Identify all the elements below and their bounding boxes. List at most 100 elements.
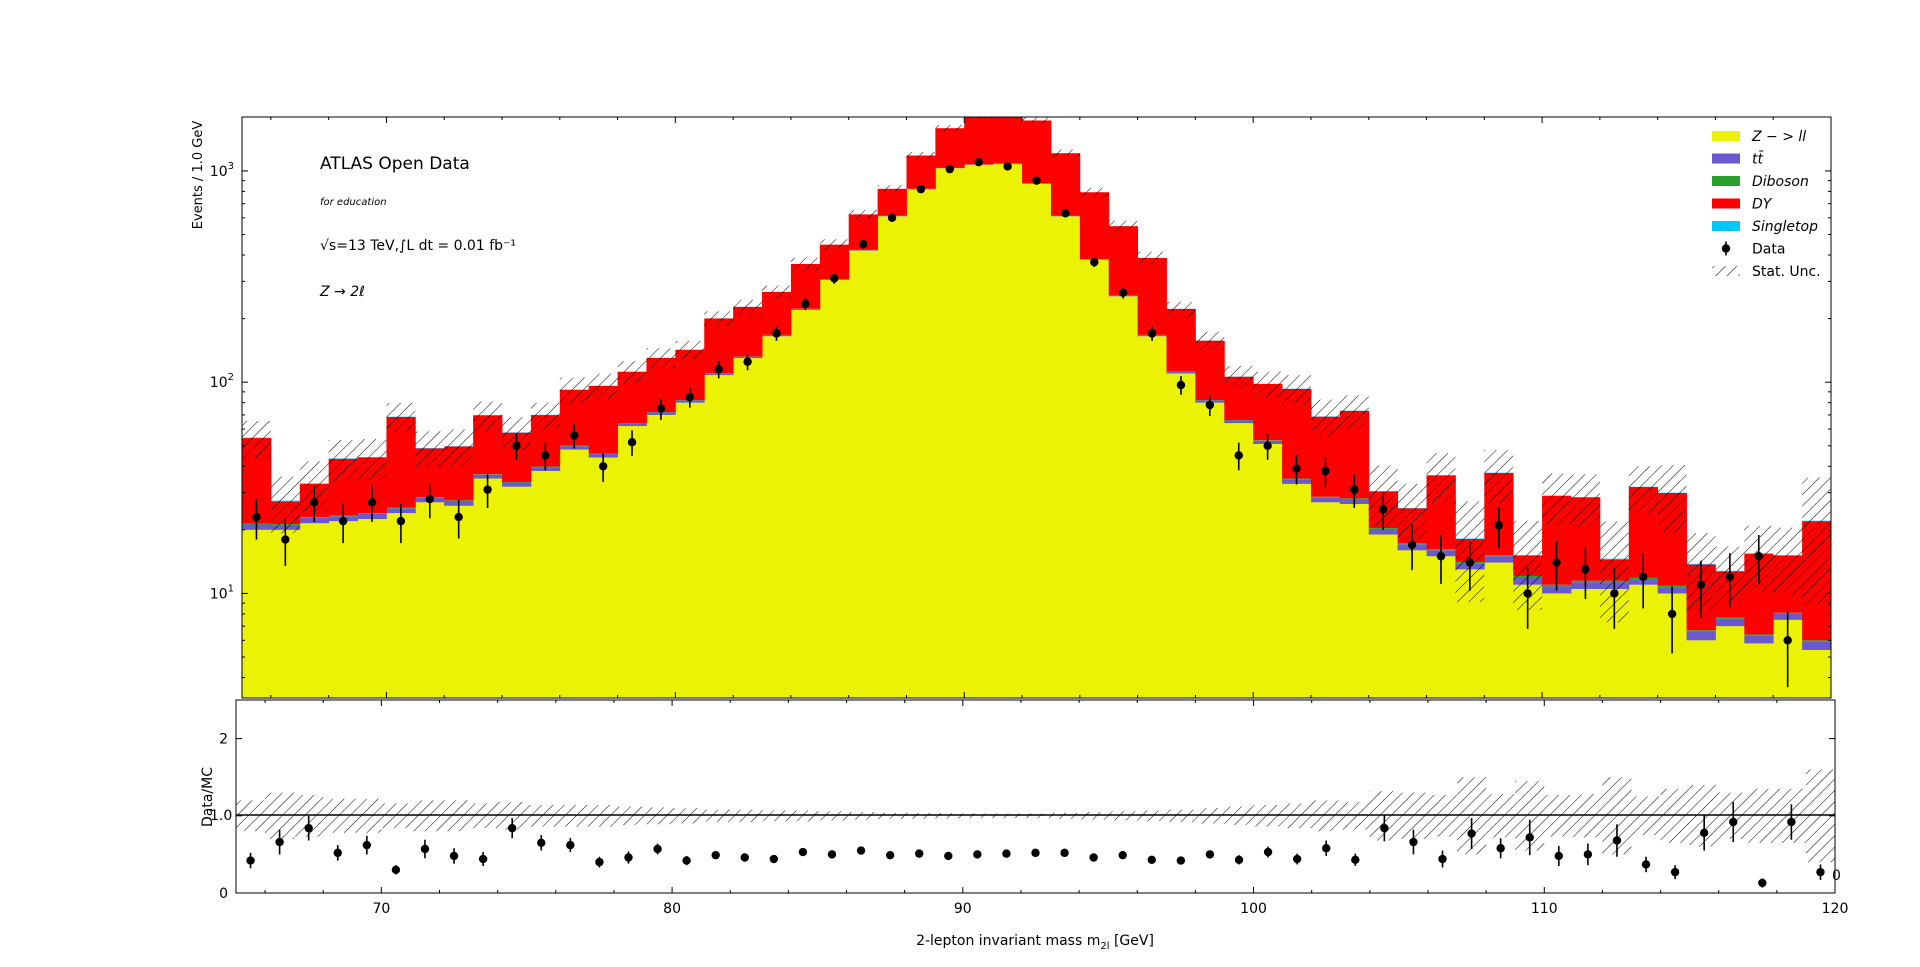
ratio-point-11 — [566, 840, 575, 850]
data-point-53 — [1783, 636, 1792, 645]
ratio-unc-34 — [1224, 806, 1254, 826]
ratio-unc-32 — [1166, 809, 1196, 822]
data-point-10 — [541, 451, 550, 460]
ratio-point-49 — [1670, 867, 1680, 877]
stat-unc-19 — [790, 257, 820, 271]
bar-zll-20 — [819, 279, 850, 698]
legend-label-0: Z − > ll — [1751, 129, 1806, 145]
ratio-point-34 — [1234, 855, 1244, 865]
bar-ttbar-21 — [848, 250, 878, 251]
bar-zll-50 — [1686, 640, 1716, 698]
stat-unc-14 — [646, 348, 676, 369]
x-tick-label: 110 — [1531, 901, 1558, 917]
stat-unc-46 — [1570, 474, 1600, 528]
data-point-33 — [1205, 400, 1215, 410]
bar-ttbar-34 — [1224, 420, 1254, 424]
legend-marker — [1721, 244, 1731, 253]
data-point-23 — [916, 184, 926, 194]
ratio-unc-14 — [643, 807, 673, 825]
ratio-point-38 — [1351, 855, 1360, 865]
data-point-41 — [1436, 552, 1446, 561]
data-point-40 — [1407, 540, 1417, 549]
legend-swatch-2 — [1712, 176, 1740, 186]
data-point-34 — [1234, 451, 1243, 460]
ratio-unc-10 — [526, 804, 556, 827]
bar-zll-9 — [502, 486, 532, 698]
ratio-point-19 — [798, 847, 808, 857]
ratio-point-1 — [275, 837, 284, 847]
data-point-44 — [1523, 589, 1532, 598]
ratio-unc-28 — [1050, 812, 1080, 819]
ratio-y-axis-title: Data/MC — [200, 767, 216, 827]
bar-zll-4 — [357, 519, 387, 698]
data-point-46 — [1581, 565, 1590, 574]
ratio-frame — [235, 699, 1836, 894]
bar-zll-14 — [646, 414, 676, 698]
annotation-title: ATLAS Open Data — [320, 154, 470, 174]
data-point-29 — [1090, 257, 1099, 267]
ratio-point-8 — [478, 854, 488, 864]
stat-unc-29 — [1079, 187, 1109, 197]
bar-zll-52 — [1744, 643, 1774, 698]
bar-zll-13 — [617, 426, 647, 698]
bar-dy-31 — [1137, 257, 1167, 335]
data-point-8 — [483, 485, 492, 494]
bar-dy-33 — [1195, 340, 1225, 401]
data-point-38 — [1350, 485, 1359, 494]
ratio-point-54 — [1816, 867, 1825, 877]
bar-dy-30 — [1108, 226, 1139, 296]
stat-unc-35 — [1253, 371, 1283, 398]
bar-zll-15 — [675, 402, 705, 698]
ratio-unc-52 — [1747, 788, 1777, 843]
stat-unc-17 — [733, 299, 763, 315]
ratio-unc-46 — [1573, 794, 1603, 838]
bar-diboson-52 — [1744, 634, 1774, 636]
x-tick-label: 70 — [372, 901, 390, 917]
data-point-26 — [1003, 162, 1012, 171]
bar-zll-45 — [1542, 593, 1572, 698]
bar-diboson-43 — [1484, 555, 1514, 557]
ratio-point-37 — [1322, 844, 1331, 853]
annotation-subtitle: for education — [320, 197, 387, 208]
bar-diboson-9 — [502, 481, 532, 483]
data-point-49 — [1667, 609, 1677, 619]
data-point-31 — [1147, 329, 1157, 338]
data-point-18 — [772, 329, 781, 338]
bar-ttbar-32 — [1166, 371, 1196, 374]
bar-ttbar-13 — [617, 423, 647, 427]
ratio-point-46 — [1583, 850, 1593, 859]
x-tick-label: 80 — [663, 901, 681, 917]
ratio-point-53 — [1787, 817, 1796, 827]
stat-unc-12 — [588, 373, 618, 400]
bar-zll-25 — [964, 164, 994, 698]
stat-unc-18 — [762, 285, 791, 299]
bar-zll-27 — [1022, 183, 1052, 698]
bar-zll-32 — [1166, 373, 1196, 698]
bar-zll-17 — [733, 358, 763, 698]
bar-zll-51 — [1715, 626, 1745, 698]
legend-swatch-0 — [1712, 131, 1740, 141]
ratio-point-7 — [449, 851, 459, 861]
ratio-point-13 — [624, 853, 633, 862]
bar-ttbar-52 — [1744, 635, 1774, 644]
ratio-point-21 — [856, 846, 866, 855]
legend-label-2: Diboson — [1752, 174, 1809, 190]
stat-unc-4 — [357, 438, 387, 480]
ratio-unc-13 — [613, 806, 644, 826]
legend-swatch-1 — [1712, 153, 1740, 164]
data-point-25 — [974, 157, 983, 167]
legend-label-1: tt̄ — [1752, 150, 1764, 168]
bar-ttbar-37 — [1310, 497, 1341, 503]
ratio-point-0 — [246, 856, 255, 865]
data-point-51 — [1725, 572, 1735, 581]
ratio-unc-45 — [1544, 794, 1574, 837]
bar-diboson-37 — [1310, 496, 1341, 498]
data-point-19 — [801, 299, 810, 308]
ratio-unc-5 — [381, 803, 411, 829]
stat-unc-43 — [1484, 450, 1514, 503]
ratio-unc-23 — [904, 812, 934, 819]
ratio-point-43 — [1496, 844, 1505, 853]
x-tick-label: 120 — [1822, 901, 1849, 917]
stat-unc-37 — [1310, 399, 1340, 437]
bar-zll-5 — [386, 513, 416, 698]
